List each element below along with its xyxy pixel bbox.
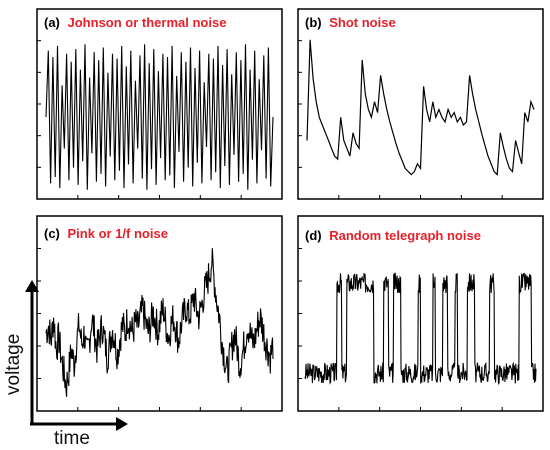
y-axis-label: voltage: [3, 334, 24, 395]
panel-b-label: (b) Shot noise: [305, 15, 396, 30]
series-line-b: [306, 39, 535, 176]
panel-b-frame: [297, 8, 544, 200]
panel-a-label: (a) Johnson or thermal noise: [44, 15, 226, 30]
series-line-a: [45, 44, 274, 190]
time-arrow-head: [116, 417, 128, 431]
panel-d-label: (d) Random telegraph noise: [305, 228, 481, 243]
series-line-d: [304, 272, 537, 386]
series-line-c: [45, 248, 274, 397]
panel-c-label: (c) Pink or 1/f noise: [44, 226, 168, 241]
panel-c-frame: [36, 215, 283, 412]
voltage-arrow-head: [25, 280, 39, 292]
tick-marks: [37, 40, 503, 411]
x-axis-label: time: [54, 428, 90, 449]
